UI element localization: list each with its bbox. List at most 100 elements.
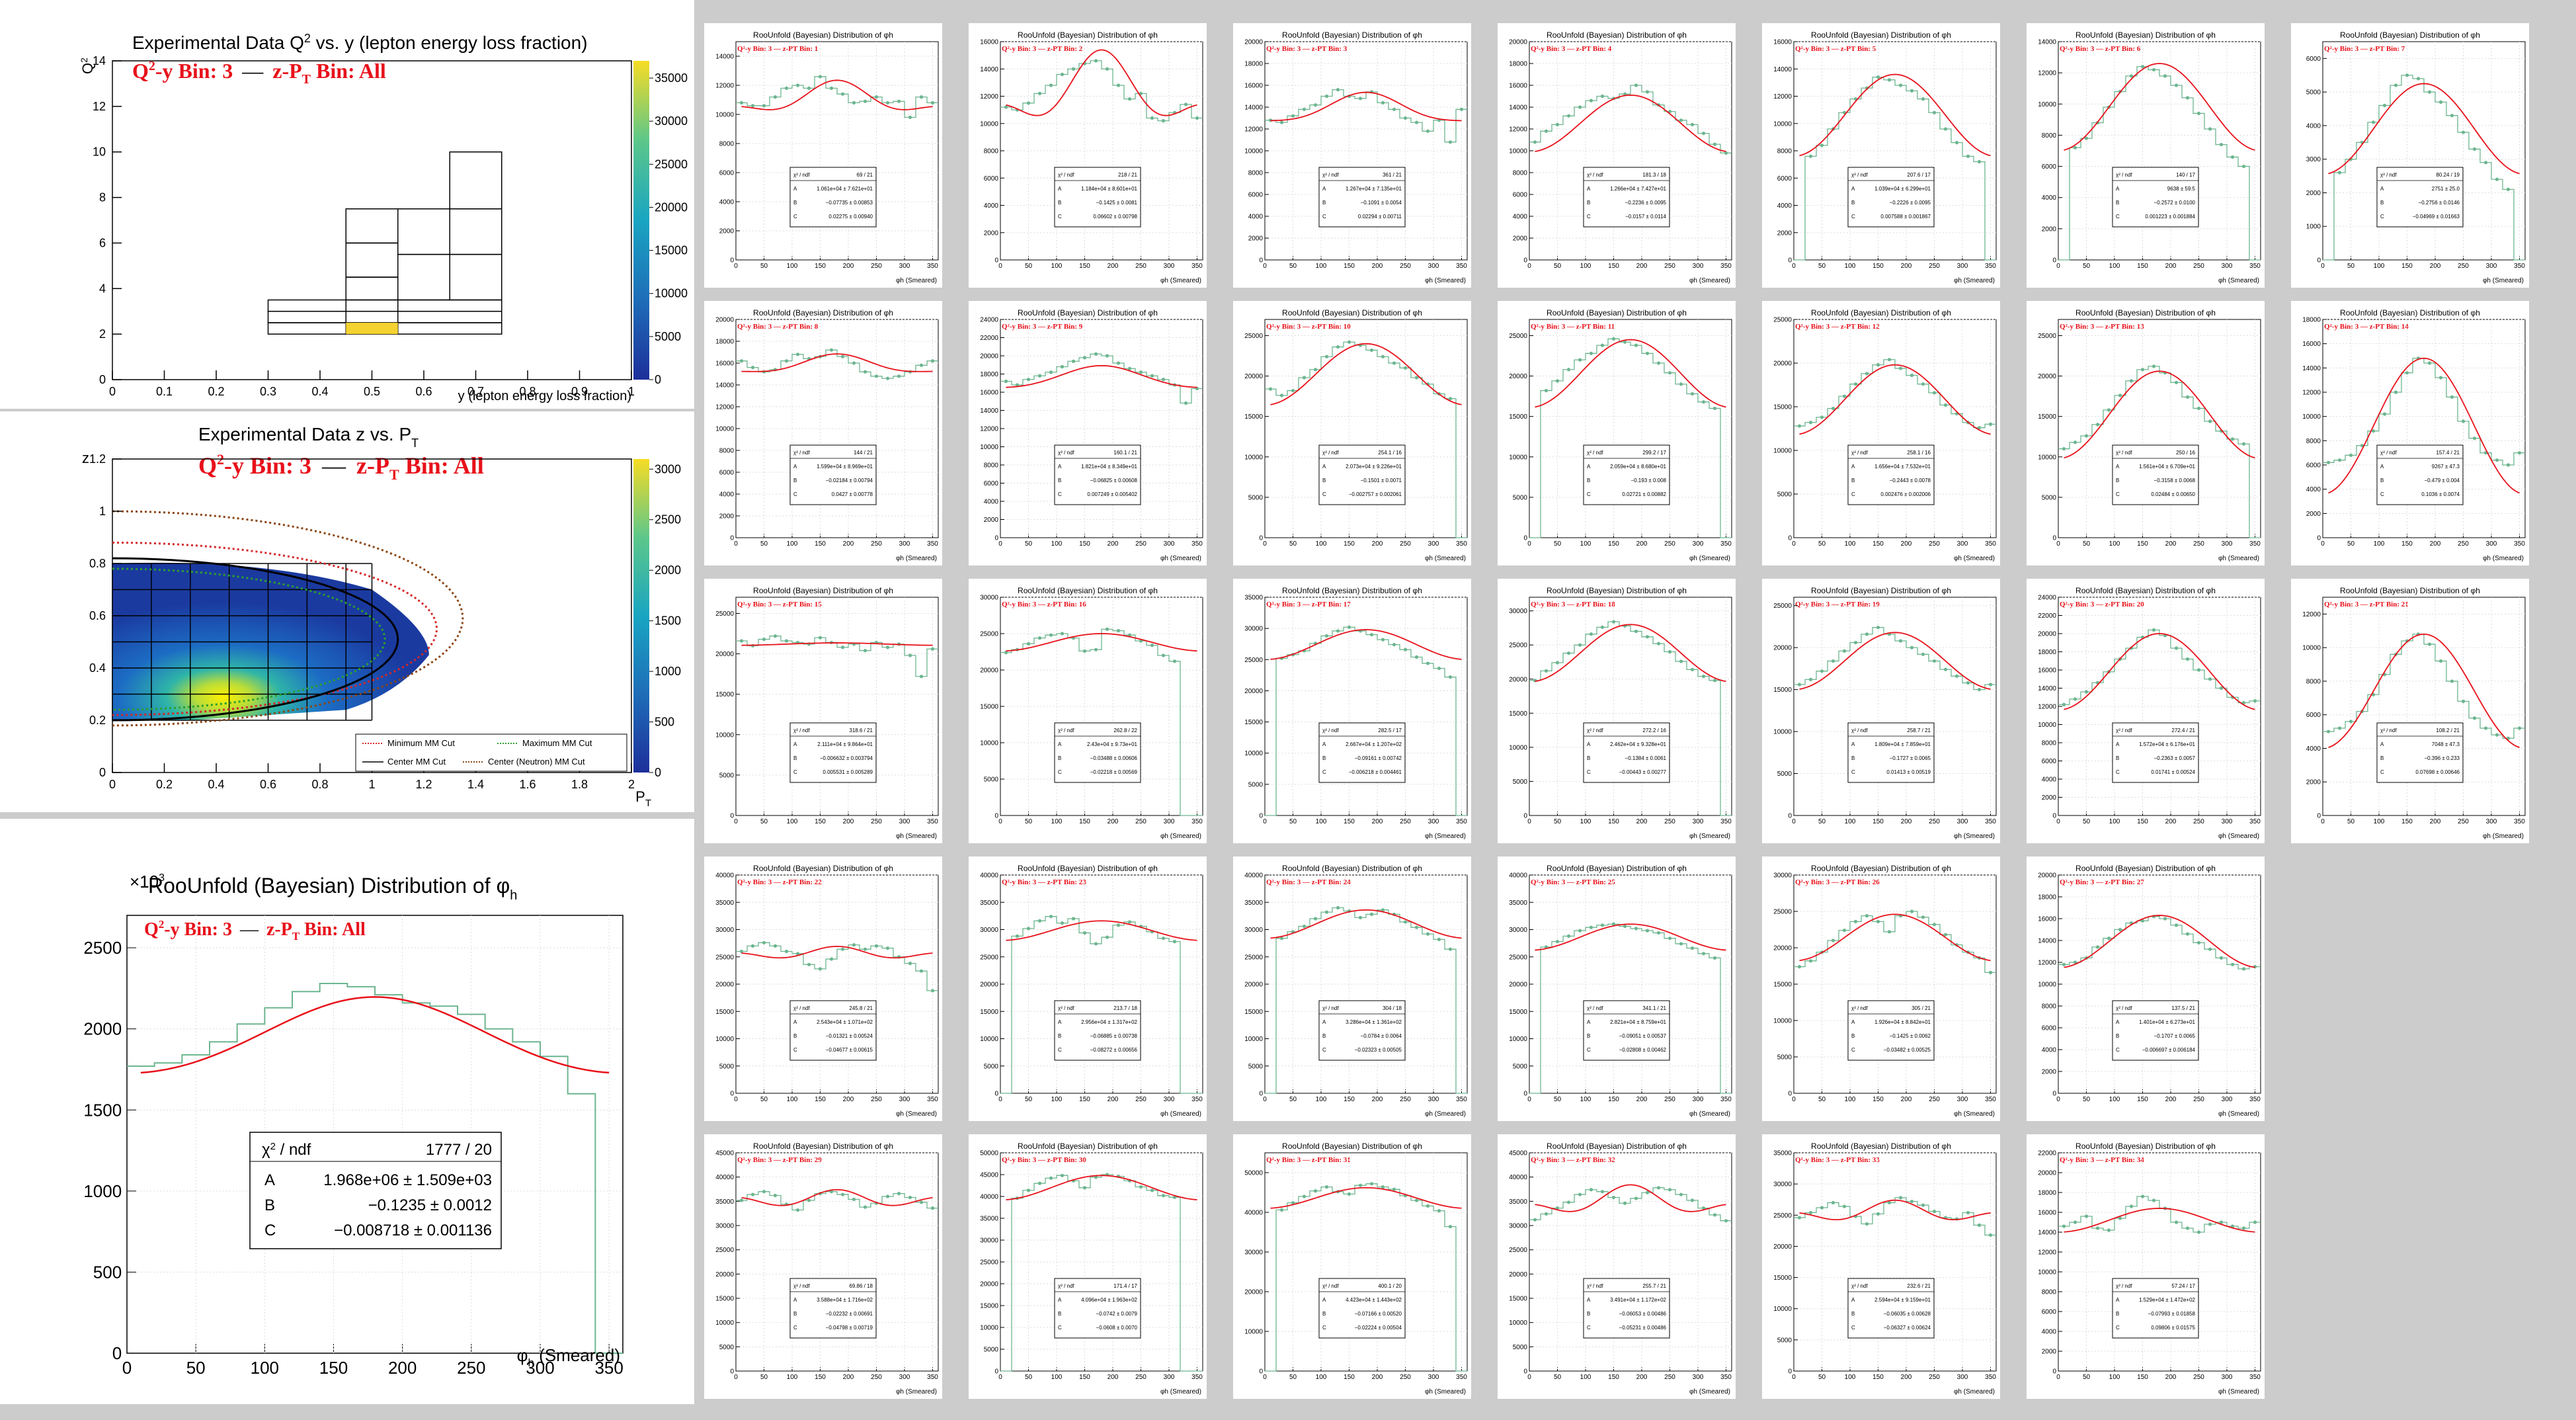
xtick-label: 50	[760, 818, 768, 825]
small-title: RooUnfold (Bayesian) Distribution of φh	[753, 30, 893, 40]
ytick-label: 16000	[980, 390, 998, 397]
small-panel-bin-23: RooUnfold (Bayesian) Distribution of φh Q…	[969, 856, 1207, 1121]
xtick-label: 350	[2249, 1096, 2261, 1103]
ytick-label: 5000	[984, 1063, 999, 1070]
data-point	[1921, 652, 1925, 656]
small-bin-label: Q²-y Bin: 3 — z-PT Bin: 30	[1002, 1156, 1086, 1164]
data-point	[1820, 669, 1824, 673]
small-panel-bin-33: RooUnfold (Bayesian) Distribution of φh Q…	[1762, 1134, 2000, 1399]
ytick-label: 0	[1259, 257, 1263, 265]
ytick-label: 2000	[2306, 779, 2321, 786]
small-stats-box	[1583, 1278, 1670, 1339]
xtick-label: 300	[899, 263, 910, 270]
data-point	[2185, 932, 2190, 936]
xtick-label: 50	[1554, 818, 1562, 825]
small-stat-label: B	[1058, 1033, 1061, 1039]
small-xlabel: φh (Smeared)	[896, 833, 937, 840]
main-phi-panel: ×103 RooUnfold (Bayesian) Distribution o…	[0, 819, 694, 1404]
ytick-label: 20000	[715, 651, 734, 658]
ytick-label: 1500	[83, 1100, 122, 1120]
xtick-label: 250	[1664, 1096, 1675, 1103]
xtick-label: 250	[1664, 263, 1675, 270]
data-point	[2152, 1198, 2156, 1202]
data-point	[852, 361, 856, 365]
xtick-label: 300	[1693, 263, 1704, 270]
small-stat-value: −0.1707 ± 0.0065	[2154, 1033, 2196, 1039]
data-point	[1600, 625, 1605, 629]
small-stats-box	[1583, 444, 1670, 505]
small-stat-value: −0.02232 ± 0.00691	[826, 1311, 873, 1317]
ytick-label: 2000	[2042, 794, 2057, 802]
small-stat-label: B	[1851, 755, 1855, 761]
data-point	[919, 675, 924, 679]
small-stats-box	[2112, 167, 2199, 228]
hist-series	[1794, 627, 1996, 690]
q2y-cbar-label: 30000	[655, 114, 688, 128]
fit-curve	[2064, 633, 2255, 710]
small-stat-label: C	[793, 491, 797, 497]
data-point	[1184, 103, 1188, 106]
ytick-label: 10000	[2038, 722, 2056, 729]
xtick-label: 50	[2083, 540, 2091, 548]
xtick-label: 50	[1554, 263, 1562, 270]
small-bin-label: Q²-y Bin: 3 — z-PT Bin: 21	[2324, 601, 2409, 608]
small-title: RooUnfold (Bayesian) Distribution of φh	[2075, 1142, 2216, 1151]
q2y-bin-box	[345, 276, 399, 301]
small-stats-box	[1054, 1278, 1141, 1339]
legend-max: Maximum MM Cut	[522, 738, 592, 748]
small-xlabel: φh (Smeared)	[2483, 555, 2524, 562]
xtick-label: 0	[2056, 818, 2060, 825]
small-stat-value: −0.2756 ± 0.0146	[2419, 200, 2460, 206]
small-stat-value: −0.07166 ± 0.00520	[1355, 1311, 1402, 1317]
data-point	[1358, 97, 1363, 101]
small-chart: RooUnfold (Bayesian) Distribution of φh Q…	[980, 1142, 1203, 1396]
ytick-label: 4000	[2042, 1047, 2057, 1054]
small-stat-value: −0.1727 ± 0.0065	[1890, 755, 1931, 761]
ytick-label: 10000	[1509, 1036, 1527, 1043]
ytick-label: 20000	[1773, 645, 1792, 652]
small-stat-label: χ² / ndf	[1851, 172, 1868, 178]
xtick-label: 100	[1580, 1096, 1591, 1103]
small-chart: RooUnfold (Bayesian) Distribution of φhQ…	[1244, 1142, 1468, 1396]
data-point	[2495, 458, 2499, 462]
xtick-label: 200	[2165, 540, 2177, 548]
xtick-label: 300	[1428, 540, 1439, 548]
xtick-label: 100	[1316, 1096, 1327, 1103]
small-xlabel: φh (Smeared)	[1954, 277, 1995, 284]
zpt-ytick-label: 0.8	[89, 557, 106, 570]
data-point	[795, 353, 800, 356]
zpt-xtick-label: 1	[368, 778, 375, 791]
ytick-label: 0	[730, 813, 734, 820]
data-point	[2349, 720, 2353, 724]
small-title: RooUnfold (Bayesian) Distribution of φh	[1547, 308, 1687, 317]
ytick-label: 10000	[1244, 1036, 1263, 1043]
small-chart: RooUnfold (Bayesian) Distribution of φhQ…	[1244, 308, 1468, 562]
xtick-label: 50	[1554, 1374, 1562, 1381]
data-point	[1690, 667, 1695, 671]
small-stat-value: 2.43e+04 ± 9.73e+01	[1087, 741, 1138, 747]
data-point	[2371, 429, 2376, 433]
q2y-bin-box	[397, 253, 450, 301]
data-point	[1988, 970, 1993, 974]
xtick-label: 200	[2165, 1096, 2177, 1103]
small-xlabel: φh (Smeared)	[1689, 833, 1730, 840]
small-stat-label: C	[2380, 214, 2384, 220]
small-chart: RooUnfold (Bayesian) Distribution of φhQ…	[1244, 30, 1468, 284]
data-point	[1448, 140, 1453, 144]
hist-series	[1529, 621, 1732, 816]
ytick-label: 6000	[2042, 1309, 2057, 1316]
fit-curve	[1535, 923, 1726, 951]
data-point	[2427, 361, 2432, 365]
ytick-label: 2000	[2042, 226, 2057, 233]
small-stats-box	[1847, 167, 1935, 228]
xtick-label: 250	[457, 1358, 485, 1378]
data-point	[2241, 164, 2246, 169]
data-point	[1071, 917, 1076, 921]
xtick-label: 250	[2458, 818, 2469, 825]
q2y-cbar-label: 10000	[655, 287, 688, 300]
small-stat-label: C	[1322, 1325, 1326, 1331]
small-title: RooUnfold (Bayesian) Distribution of φh	[1018, 1142, 1158, 1151]
ytick-label: 14000	[1244, 104, 1263, 112]
ytick-label: 16000	[715, 360, 734, 368]
small-stat-label: C	[1322, 769, 1326, 775]
